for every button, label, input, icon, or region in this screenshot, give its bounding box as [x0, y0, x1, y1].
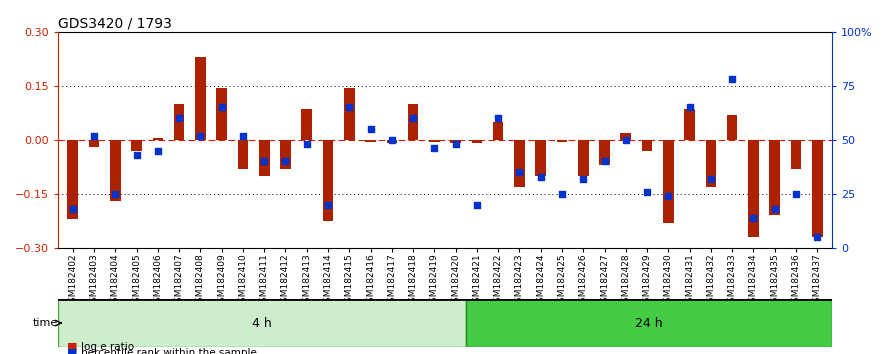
Point — [619, 137, 633, 143]
Point — [406, 115, 420, 121]
Point — [236, 133, 250, 138]
Point — [513, 170, 527, 175]
Text: 24 h: 24 h — [635, 316, 663, 330]
Point — [554, 191, 569, 197]
Bar — [58, 299, 466, 347]
Point — [534, 174, 548, 179]
Point — [87, 133, 101, 138]
Bar — [110, 140, 121, 201]
Point — [427, 145, 441, 151]
Text: ■: ■ — [67, 348, 77, 354]
Bar — [727, 115, 738, 140]
Bar — [620, 133, 631, 140]
Bar — [706, 140, 716, 187]
Bar — [790, 140, 801, 169]
Point — [300, 141, 314, 147]
Point — [704, 176, 718, 182]
Bar — [68, 140, 78, 219]
Bar — [408, 104, 418, 140]
Text: time: time — [33, 318, 58, 328]
Bar — [812, 140, 822, 237]
Bar — [536, 140, 546, 176]
Point — [491, 115, 506, 121]
Point — [384, 137, 399, 143]
Bar — [152, 138, 163, 140]
Text: ■: ■ — [67, 342, 77, 352]
Bar — [493, 122, 504, 140]
Bar — [514, 140, 525, 187]
Point — [640, 189, 654, 194]
Bar — [302, 109, 312, 140]
Text: log e ratio: log e ratio — [81, 342, 134, 352]
Point — [214, 104, 229, 110]
Point — [363, 126, 377, 132]
Bar — [216, 88, 227, 140]
Point — [789, 191, 803, 197]
Point — [193, 133, 207, 138]
Bar — [365, 140, 376, 142]
Point — [597, 159, 611, 164]
Bar — [259, 140, 270, 176]
Bar — [323, 140, 334, 221]
Bar — [450, 140, 461, 143]
Bar — [280, 140, 291, 169]
Bar — [556, 140, 567, 142]
Point — [747, 215, 761, 221]
Bar — [89, 140, 100, 147]
Bar — [386, 140, 397, 143]
Bar — [472, 140, 482, 143]
Bar — [642, 140, 652, 151]
Bar — [663, 140, 674, 223]
Text: 4 h: 4 h — [252, 316, 272, 330]
Bar — [344, 88, 354, 140]
Point — [725, 76, 740, 82]
Bar — [238, 140, 248, 169]
Point — [683, 104, 697, 110]
Point — [109, 191, 123, 197]
Point — [172, 115, 186, 121]
Point — [66, 206, 80, 212]
Point — [257, 159, 271, 164]
Point — [470, 202, 484, 207]
Bar — [684, 109, 695, 140]
Bar — [174, 104, 184, 140]
Bar — [195, 57, 206, 140]
Text: percentile rank within the sample: percentile rank within the sample — [81, 348, 257, 354]
Point — [661, 193, 676, 199]
Point — [810, 234, 824, 240]
Point — [767, 206, 781, 212]
Point — [576, 176, 590, 182]
Bar — [578, 140, 588, 176]
Point — [321, 202, 336, 207]
Bar — [769, 140, 780, 215]
Point — [150, 148, 165, 154]
Bar — [599, 140, 610, 165]
Bar — [748, 140, 759, 237]
Bar — [131, 140, 142, 151]
Bar — [466, 299, 832, 347]
Point — [449, 141, 463, 147]
Point — [129, 152, 143, 158]
Text: GDS3420 / 1793: GDS3420 / 1793 — [58, 17, 172, 31]
Point — [342, 104, 356, 110]
Bar — [429, 140, 440, 142]
Point — [279, 159, 293, 164]
